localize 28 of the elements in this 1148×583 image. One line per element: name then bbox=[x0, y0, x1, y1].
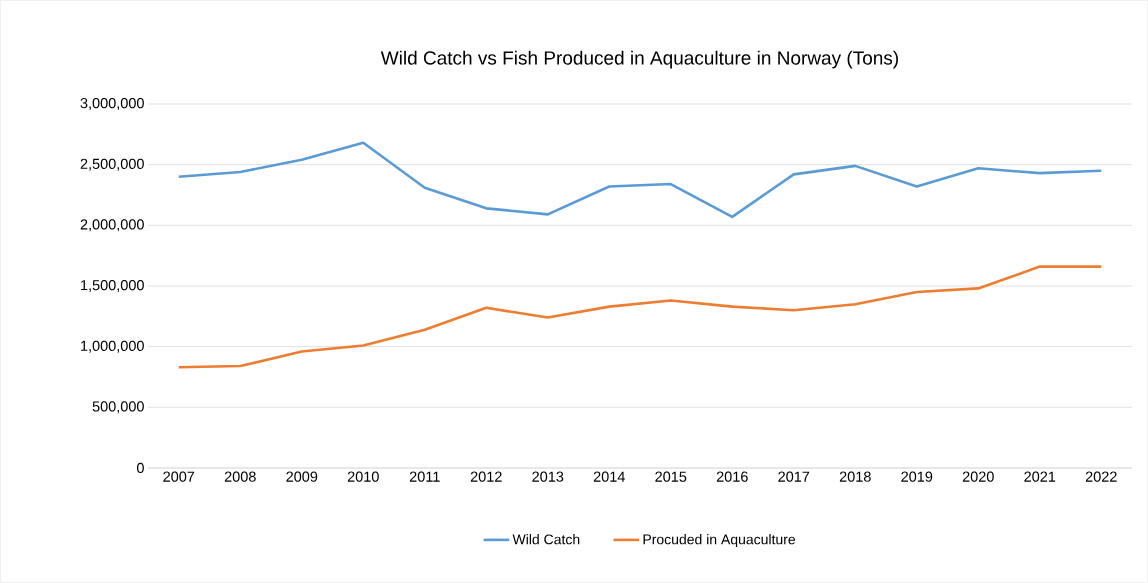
y-tick-label: 500,000 bbox=[92, 401, 144, 414]
y-tick-label: 0 bbox=[136, 462, 144, 474]
x-tick-label: 2019 bbox=[901, 471, 933, 482]
x-tick-label: 2007 bbox=[163, 471, 195, 482]
chart-title: Wild Catch vs Fish Produced in Aquaculture in Norway (Tons) bbox=[380, 50, 898, 69]
y-tick-label: 3,000,000 bbox=[80, 97, 144, 110]
x-tick-label: 2021 bbox=[1024, 471, 1056, 482]
x-tick-label: 2018 bbox=[839, 471, 871, 482]
x-tick-label: 2017 bbox=[778, 471, 810, 482]
line-series bbox=[177, 141, 1103, 219]
x-tick-label: 2012 bbox=[470, 471, 502, 482]
x-tick-label: 2011 bbox=[409, 471, 440, 482]
x-tick-label: 2010 bbox=[347, 471, 379, 482]
y-tick-label: 1,500,000 bbox=[81, 279, 144, 292]
x-tick-label: 2022 bbox=[1085, 471, 1117, 482]
x-tick-label: 2013 bbox=[532, 471, 564, 482]
x-tick-label: 2016 bbox=[716, 471, 748, 482]
x-tick-label: 2014 bbox=[593, 471, 625, 482]
x-tick-label: 2015 bbox=[655, 471, 687, 482]
legend-label: Wild Catch bbox=[512, 534, 580, 545]
x-tick-label: 2020 bbox=[962, 471, 994, 482]
line-series bbox=[177, 265, 1103, 369]
legend-label: Procuded in Aquaculture bbox=[643, 534, 796, 548]
y-tick-label: 2,000,000 bbox=[80, 219, 144, 232]
y-tick-label: 1,000,000 bbox=[81, 340, 144, 353]
x-tick-label: 2008 bbox=[224, 471, 256, 482]
y-tick-label: 2,500,000 bbox=[80, 158, 144, 171]
x-tick-label: 2009 bbox=[286, 471, 318, 482]
